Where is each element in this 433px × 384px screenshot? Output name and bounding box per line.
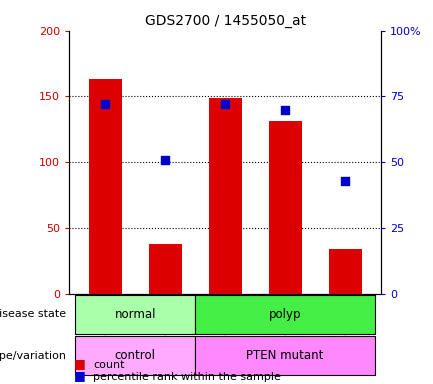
Text: normal: normal — [114, 308, 156, 321]
Bar — [89, 79, 122, 294]
Text: control: control — [115, 349, 156, 362]
Bar — [329, 249, 362, 294]
Point — [281, 106, 288, 113]
FancyBboxPatch shape — [75, 336, 195, 376]
Point — [162, 157, 169, 163]
Text: polyp: polyp — [269, 308, 301, 321]
FancyBboxPatch shape — [75, 295, 195, 334]
FancyBboxPatch shape — [195, 336, 375, 376]
Point — [222, 101, 229, 108]
Text: count: count — [93, 360, 125, 370]
Point — [342, 177, 349, 184]
Text: disease state: disease state — [0, 310, 66, 319]
Text: ■: ■ — [74, 369, 85, 382]
Bar — [268, 121, 302, 294]
Bar — [209, 98, 242, 294]
FancyBboxPatch shape — [195, 295, 375, 334]
Bar — [149, 244, 182, 294]
Point — [102, 101, 109, 108]
Title: GDS2700 / 1455050_at: GDS2700 / 1455050_at — [145, 14, 306, 28]
Text: genotype/variation: genotype/variation — [0, 351, 66, 361]
Text: ■: ■ — [74, 357, 85, 370]
Text: PTEN mutant: PTEN mutant — [246, 349, 324, 362]
Text: percentile rank within the sample: percentile rank within the sample — [93, 372, 281, 382]
